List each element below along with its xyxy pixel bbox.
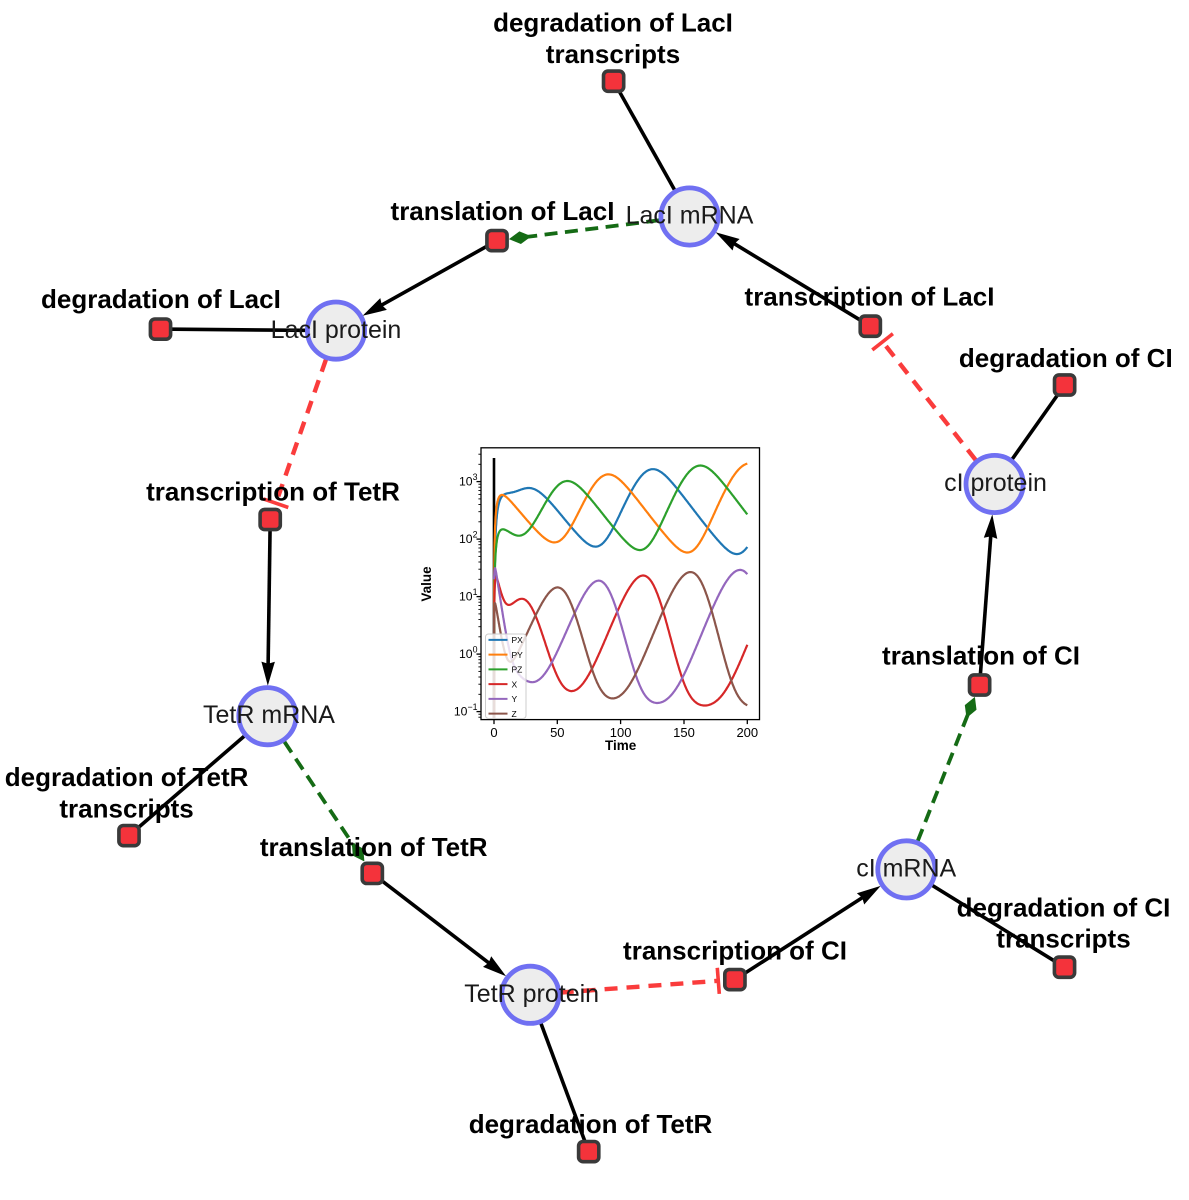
- svg-text:Y: Y: [512, 694, 518, 704]
- svg-text:transcripts: transcripts: [546, 39, 680, 69]
- svg-text:X: X: [512, 679, 518, 689]
- svg-text:PZ: PZ: [512, 665, 523, 675]
- svg-text:degradation of CI: degradation of CI: [959, 343, 1173, 373]
- svg-text:200: 200: [736, 725, 758, 740]
- svg-text:0: 0: [490, 725, 497, 740]
- svg-text:translation of TetR: translation of TetR: [260, 832, 488, 862]
- svg-text:Value: Value: [419, 566, 434, 602]
- svg-text:LacI protein: LacI protein: [271, 316, 402, 344]
- svg-text:degradation of LacI: degradation of LacI: [493, 8, 733, 38]
- svg-text:TetR protein: TetR protein: [464, 980, 599, 1008]
- svg-text:degradation of TetR: degradation of TetR: [469, 1109, 713, 1139]
- svg-text:translation of LacI: translation of LacI: [391, 196, 615, 226]
- svg-text:TetR mRNA: TetR mRNA: [203, 701, 335, 729]
- svg-text:Z: Z: [512, 709, 517, 719]
- svg-text:degradation of TetR: degradation of TetR: [5, 762, 249, 792]
- svg-text:transcription of TetR: transcription of TetR: [146, 477, 400, 507]
- svg-text:translation of CI: translation of CI: [882, 641, 1080, 671]
- svg-text:PY: PY: [512, 650, 524, 660]
- svg-text:transcripts: transcripts: [59, 794, 193, 824]
- svg-text:PX: PX: [512, 635, 524, 645]
- svg-text:50: 50: [550, 725, 564, 740]
- svg-text:150: 150: [673, 725, 695, 740]
- svg-text:degradation of CI: degradation of CI: [957, 893, 1171, 923]
- svg-text:transcripts: transcripts: [996, 924, 1130, 954]
- svg-text:cI mRNA: cI mRNA: [856, 855, 956, 883]
- svg-text:LacI mRNA: LacI mRNA: [626, 202, 754, 230]
- svg-text:100: 100: [610, 725, 632, 740]
- svg-text:degradation of LacI: degradation of LacI: [41, 284, 281, 314]
- svg-text:transcription of CI: transcription of CI: [623, 936, 847, 966]
- svg-text:Time: Time: [605, 738, 637, 753]
- svg-text:transcription of LacI: transcription of LacI: [745, 282, 995, 312]
- svg-text:cI protein: cI protein: [944, 469, 1047, 497]
